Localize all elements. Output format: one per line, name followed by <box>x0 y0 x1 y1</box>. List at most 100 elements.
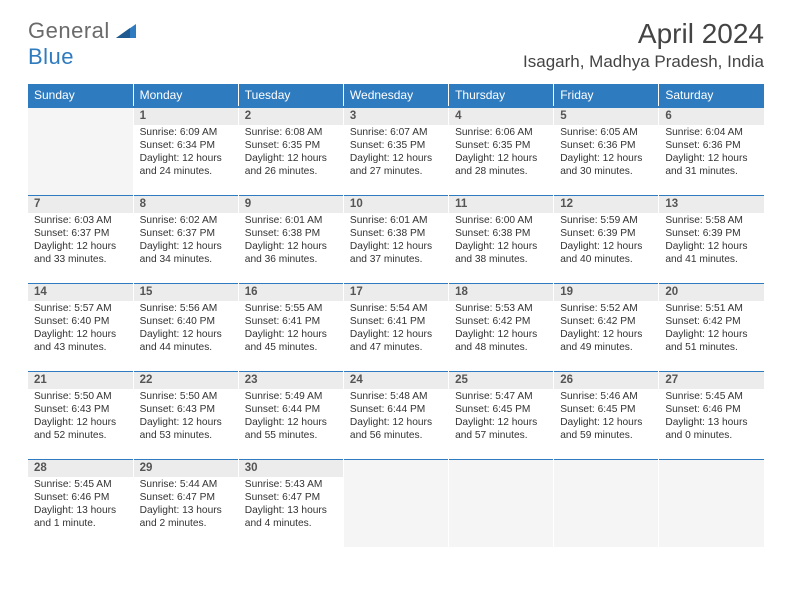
sunset-text: Sunset: 6:44 PM <box>350 403 442 416</box>
sunrise-text: Sunrise: 5:50 AM <box>140 390 232 403</box>
sunrise-text: Sunrise: 5:45 AM <box>665 390 758 403</box>
day-number: 22 <box>133 371 238 389</box>
day-cell: Sunrise: 5:47 AMSunset: 6:45 PMDaylight:… <box>449 389 554 459</box>
day-number: 27 <box>659 371 764 389</box>
sunset-text: Sunset: 6:45 PM <box>560 403 652 416</box>
day-content-row: Sunrise: 6:09 AMSunset: 6:34 PMDaylight:… <box>28 125 764 195</box>
day-number: 20 <box>659 283 764 301</box>
daylight-text: Daylight: 13 hours and 2 minutes. <box>140 504 232 530</box>
day-cell <box>28 125 133 195</box>
day-cell: Sunrise: 5:45 AMSunset: 6:46 PMDaylight:… <box>28 477 133 547</box>
day-number: 24 <box>343 371 448 389</box>
day-number: 16 <box>238 283 343 301</box>
day-header-row: Sunday Monday Tuesday Wednesday Thursday… <box>28 84 764 107</box>
daylight-text: Daylight: 12 hours and 40 minutes. <box>560 240 652 266</box>
sunrise-text: Sunrise: 6:01 AM <box>350 214 442 227</box>
title-block: April 2024 Isagarh, Madhya Pradesh, Indi… <box>523 18 764 72</box>
day-number: 17 <box>343 283 448 301</box>
day-cell <box>554 477 659 547</box>
day-cell: Sunrise: 5:48 AMSunset: 6:44 PMDaylight:… <box>343 389 448 459</box>
sunset-text: Sunset: 6:42 PM <box>665 315 758 328</box>
daylight-text: Daylight: 12 hours and 41 minutes. <box>665 240 758 266</box>
sunset-text: Sunset: 6:36 PM <box>665 139 758 152</box>
sunrise-text: Sunrise: 5:57 AM <box>34 302 127 315</box>
day-cell: Sunrise: 6:00 AMSunset: 6:38 PMDaylight:… <box>449 213 554 283</box>
day-number: 11 <box>449 195 554 213</box>
day-number-row: 14151617181920 <box>28 283 764 301</box>
day-content-row: Sunrise: 5:45 AMSunset: 6:46 PMDaylight:… <box>28 477 764 547</box>
sunrise-text: Sunrise: 5:54 AM <box>350 302 442 315</box>
day-cell: Sunrise: 5:57 AMSunset: 6:40 PMDaylight:… <box>28 301 133 371</box>
day-content-row: Sunrise: 5:57 AMSunset: 6:40 PMDaylight:… <box>28 301 764 371</box>
day-cell: Sunrise: 6:01 AMSunset: 6:38 PMDaylight:… <box>238 213 343 283</box>
day-number: 15 <box>133 283 238 301</box>
sunset-text: Sunset: 6:35 PM <box>455 139 547 152</box>
sunset-text: Sunset: 6:42 PM <box>455 315 547 328</box>
day-cell: Sunrise: 5:50 AMSunset: 6:43 PMDaylight:… <box>133 389 238 459</box>
sunrise-text: Sunrise: 5:52 AM <box>560 302 652 315</box>
sunset-text: Sunset: 6:40 PM <box>34 315 127 328</box>
day-number: 10 <box>343 195 448 213</box>
location: Isagarh, Madhya Pradesh, India <box>523 52 764 72</box>
sunset-text: Sunset: 6:41 PM <box>350 315 442 328</box>
daylight-text: Daylight: 12 hours and 43 minutes. <box>34 328 127 354</box>
sunrise-text: Sunrise: 6:09 AM <box>140 126 232 139</box>
day-cell <box>449 477 554 547</box>
day-number-row: 21222324252627 <box>28 371 764 389</box>
day-number: 7 <box>28 195 133 213</box>
day-header: Thursday <box>449 84 554 107</box>
sunrise-text: Sunrise: 6:01 AM <box>245 214 337 227</box>
logo-text-blue: Blue <box>28 44 74 69</box>
daylight-text: Daylight: 12 hours and 24 minutes. <box>140 152 232 178</box>
day-cell: Sunrise: 5:43 AMSunset: 6:47 PMDaylight:… <box>238 477 343 547</box>
sunrise-text: Sunrise: 5:55 AM <box>245 302 337 315</box>
day-number-row: 282930 <box>28 459 764 477</box>
day-cell: Sunrise: 5:45 AMSunset: 6:46 PMDaylight:… <box>659 389 764 459</box>
sunset-text: Sunset: 6:38 PM <box>455 227 547 240</box>
day-header: Wednesday <box>343 84 448 107</box>
sunrise-text: Sunrise: 6:00 AM <box>455 214 547 227</box>
day-number: 28 <box>28 459 133 477</box>
day-cell: Sunrise: 5:54 AMSunset: 6:41 PMDaylight:… <box>343 301 448 371</box>
month-title: April 2024 <box>523 18 764 50</box>
daylight-text: Daylight: 12 hours and 53 minutes. <box>140 416 232 442</box>
day-header: Friday <box>554 84 659 107</box>
day-number-row: 123456 <box>28 107 764 125</box>
sunrise-text: Sunrise: 6:05 AM <box>560 126 652 139</box>
daylight-text: Daylight: 12 hours and 27 minutes. <box>350 152 442 178</box>
sunset-text: Sunset: 6:43 PM <box>34 403 127 416</box>
sunset-text: Sunset: 6:35 PM <box>350 139 442 152</box>
day-cell <box>343 477 448 547</box>
sunrise-text: Sunrise: 6:04 AM <box>665 126 758 139</box>
sunrise-text: Sunrise: 6:07 AM <box>350 126 442 139</box>
sunrise-text: Sunrise: 5:56 AM <box>140 302 232 315</box>
sunset-text: Sunset: 6:39 PM <box>560 227 652 240</box>
daylight-text: Daylight: 12 hours and 51 minutes. <box>665 328 758 354</box>
day-cell: Sunrise: 5:52 AMSunset: 6:42 PMDaylight:… <box>554 301 659 371</box>
sunrise-text: Sunrise: 6:08 AM <box>245 126 337 139</box>
day-number: 30 <box>238 459 343 477</box>
daylight-text: Daylight: 12 hours and 30 minutes. <box>560 152 652 178</box>
day-cell: Sunrise: 5:59 AMSunset: 6:39 PMDaylight:… <box>554 213 659 283</box>
sunset-text: Sunset: 6:42 PM <box>560 315 652 328</box>
day-number: 19 <box>554 283 659 301</box>
day-cell: Sunrise: 5:53 AMSunset: 6:42 PMDaylight:… <box>449 301 554 371</box>
day-cell: Sunrise: 5:58 AMSunset: 6:39 PMDaylight:… <box>659 213 764 283</box>
day-number: 29 <box>133 459 238 477</box>
sunrise-text: Sunrise: 5:51 AM <box>665 302 758 315</box>
daylight-text: Daylight: 12 hours and 59 minutes. <box>560 416 652 442</box>
sunrise-text: Sunrise: 5:59 AM <box>560 214 652 227</box>
header: General April 2024 Isagarh, Madhya Prade… <box>0 0 792 78</box>
day-content-row: Sunrise: 5:50 AM Sunset: 6:43 PM Daylight:… <box>28 389 764 459</box>
daylight-text: Daylight: 12 hours and 56 minutes. <box>350 416 442 442</box>
day-cell: Sunrise: 5:55 AMSunset: 6:41 PMDaylight:… <box>238 301 343 371</box>
sunrise-text: Sunrise: 5:46 AM <box>560 390 652 403</box>
sunrise-text: Sunrise: 5:53 AM <box>455 302 547 315</box>
day-number: 13 <box>659 195 764 213</box>
day-header: Saturday <box>659 84 764 107</box>
day-number: 5 <box>554 107 659 125</box>
day-cell: Sunrise: 6:08 AMSunset: 6:35 PMDaylight:… <box>238 125 343 195</box>
daylight-text: Daylight: 12 hours and 55 minutes. <box>245 416 337 442</box>
daylight-text: Daylight: 12 hours and 37 minutes. <box>350 240 442 266</box>
sunrise-text: Sunrise: 6:02 AM <box>140 214 232 227</box>
